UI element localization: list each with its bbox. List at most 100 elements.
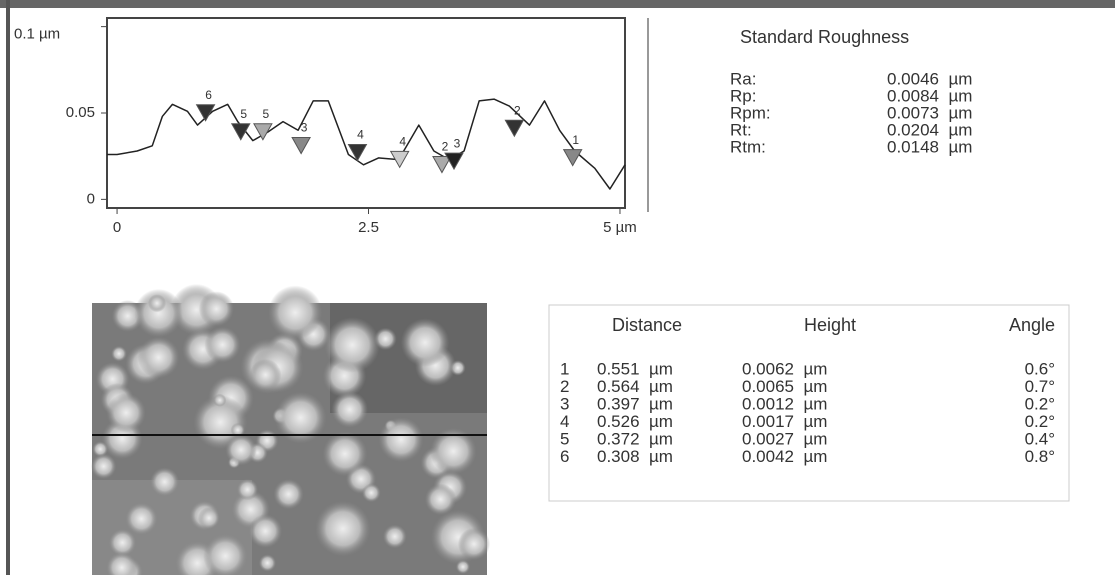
grain xyxy=(213,393,227,407)
measure-cell: 6 xyxy=(560,447,569,466)
measure-cell: 0.8° xyxy=(1025,447,1055,466)
grain xyxy=(424,483,457,516)
cursor-marker xyxy=(504,119,525,138)
cursor-marker xyxy=(444,152,464,171)
roughness-value: 0.0148 µm xyxy=(887,137,972,156)
grain xyxy=(197,506,221,530)
measure-cell: 0.0012 µm xyxy=(742,394,827,413)
column-header: Angle xyxy=(1009,315,1055,335)
grain xyxy=(249,358,282,391)
roughness-name: Ra: xyxy=(730,69,756,88)
cursor-marker xyxy=(389,150,410,169)
roughness-name: Rtm: xyxy=(730,137,766,156)
grain xyxy=(134,288,183,338)
y-tick-label: 0.05 xyxy=(66,104,95,121)
grain xyxy=(137,336,180,379)
grain xyxy=(274,391,327,444)
grain xyxy=(125,502,158,536)
cursor-label: 4 xyxy=(399,135,406,149)
grain xyxy=(225,434,257,466)
measure-cell: 0.551 µm xyxy=(597,359,673,378)
measure-cell: 3 xyxy=(560,394,569,413)
left-border xyxy=(6,0,10,575)
cursor-label: 4 xyxy=(357,128,364,142)
measure-cell: 0.0062 µm xyxy=(742,359,827,378)
grain xyxy=(273,479,304,510)
measure-cell: 0.372 µm xyxy=(597,429,673,448)
x-tick-label: 5 µm xyxy=(603,219,637,236)
plot-frame xyxy=(106,17,626,209)
grain xyxy=(322,431,368,477)
measure-cell: 0.308 µm xyxy=(597,447,673,466)
measure-cell: 0.564 µm xyxy=(597,377,673,396)
x-tick-label: 0 xyxy=(113,219,121,236)
cursor-label: 5 xyxy=(240,107,247,121)
grain xyxy=(204,326,241,363)
afm-image xyxy=(90,283,491,575)
cursor-marker xyxy=(253,123,273,141)
cursor-label: 5 xyxy=(263,107,270,121)
cursor-label: 6 xyxy=(205,88,212,102)
measure-cell: 0.6° xyxy=(1025,359,1055,378)
grain xyxy=(400,318,450,367)
measure-cell: 0.0017 µm xyxy=(742,412,827,431)
grain xyxy=(331,391,368,428)
measure-cell: 5 xyxy=(560,429,569,448)
roughness-name: Rpm: xyxy=(730,103,771,122)
cursor-label: 3 xyxy=(454,136,461,150)
top-bar xyxy=(0,0,1115,8)
grain xyxy=(457,527,491,561)
grain xyxy=(382,524,407,549)
grain xyxy=(203,533,248,575)
grain xyxy=(315,500,371,557)
roughness-name: Rp: xyxy=(730,86,756,105)
grain xyxy=(230,422,245,438)
y-tick-label: 0.1 µm xyxy=(14,26,60,43)
measure-cell: 0.2° xyxy=(1025,394,1055,413)
grain xyxy=(92,441,109,457)
y-tick-label: 0 xyxy=(87,190,95,207)
roughness-value: 0.0046 µm xyxy=(887,69,972,88)
measure-box xyxy=(548,304,1070,502)
grain xyxy=(258,554,277,572)
cursor-marker xyxy=(195,104,216,122)
cursor-label: 2 xyxy=(514,103,521,117)
profile-line xyxy=(107,98,626,190)
cursor-marker xyxy=(432,156,452,174)
grain xyxy=(198,291,234,327)
cursor-marker xyxy=(291,137,311,155)
grain xyxy=(268,285,323,340)
grain xyxy=(248,514,283,548)
cursor-label: 2 xyxy=(442,140,449,154)
roughness-value: 0.0084 µm xyxy=(887,86,972,105)
measure-cell: 0.2° xyxy=(1025,412,1055,431)
measure-cell: 4 xyxy=(560,412,569,431)
measure-cell: 0.0027 µm xyxy=(742,429,827,448)
roughness-value: 0.0204 µm xyxy=(887,120,972,139)
cursor-label: 1 xyxy=(572,133,579,147)
cursor-marker xyxy=(230,123,251,141)
cursor-label: 3 xyxy=(301,121,308,135)
cursor-marker xyxy=(562,149,583,167)
grain xyxy=(106,551,138,575)
grain xyxy=(148,294,167,313)
measure-cell: 0.4° xyxy=(1025,429,1055,448)
grain xyxy=(378,417,424,463)
grain xyxy=(361,483,381,503)
measure-cell: 0.0042 µm xyxy=(742,447,827,466)
roughness-title: Standard Roughness xyxy=(740,27,909,47)
cursor-marker xyxy=(347,143,368,162)
grain xyxy=(108,528,137,557)
roughness-name: Rt: xyxy=(730,120,752,139)
grain xyxy=(150,467,180,497)
roughness-value: 0.0073 µm xyxy=(887,103,972,122)
measure-cell: 0.0065 µm xyxy=(742,377,827,396)
grain xyxy=(324,317,381,373)
measure-cell: 0.526 µm xyxy=(597,412,673,431)
measure-cell: 2 xyxy=(560,377,569,396)
grain xyxy=(111,345,127,362)
grain xyxy=(90,453,117,479)
column-header: Height xyxy=(804,315,856,335)
grain xyxy=(106,392,146,433)
